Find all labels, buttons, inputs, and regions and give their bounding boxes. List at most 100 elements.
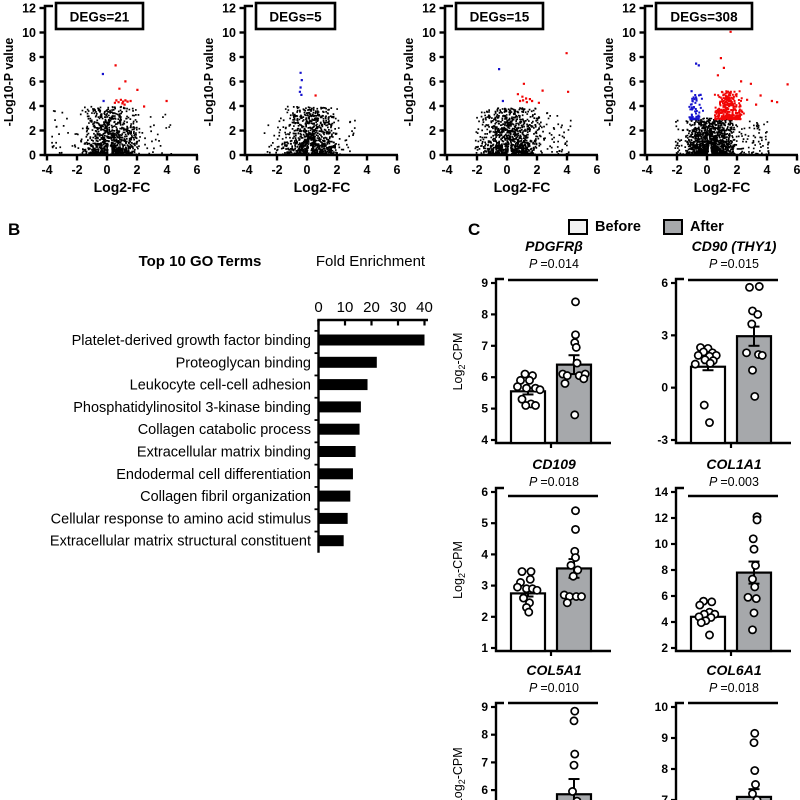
- legend-item-after: After: [662, 219, 724, 235]
- svg-text:9: 9: [661, 731, 668, 745]
- svg-text:8: 8: [481, 728, 488, 742]
- svg-text:Cellular response to amino aci: Cellular response to amino acid stimulus: [51, 511, 311, 527]
- fold-enrichment-header: Fold Enrichment: [315, 253, 426, 270]
- svg-text:10: 10: [655, 537, 669, 551]
- panel-c-label: C: [468, 220, 481, 239]
- svg-text:4: 4: [164, 163, 171, 177]
- svg-text:0: 0: [314, 299, 322, 316]
- svg-text:2: 2: [429, 124, 436, 138]
- svg-text:-2: -2: [71, 163, 82, 177]
- svg-text:6: 6: [229, 75, 236, 89]
- svg-text:6: 6: [29, 75, 36, 89]
- svg-text:0: 0: [504, 163, 511, 177]
- svg-text:6: 6: [794, 163, 800, 177]
- svg-text:14: 14: [655, 485, 669, 499]
- svg-text:12: 12: [422, 2, 436, 16]
- gene-chart-cd90: CD90 (THY1) P =0.015 6 3 0 -3: [628, 238, 800, 458]
- svg-text:9: 9: [481, 700, 488, 714]
- svg-text:2: 2: [481, 610, 488, 624]
- svg-text:2: 2: [334, 163, 341, 177]
- gene-chart-col1a1: COL1A1 P =0.003 14 12 10 8 6 4 2: [628, 455, 800, 665]
- svg-text:4: 4: [629, 100, 636, 114]
- svg-text:6: 6: [394, 163, 400, 177]
- svg-text:6: 6: [629, 75, 636, 89]
- svg-text:0: 0: [304, 163, 311, 177]
- legend-item-before: Before: [568, 219, 641, 235]
- svg-text:10: 10: [422, 26, 436, 40]
- svg-text:3: 3: [481, 579, 488, 593]
- svg-text:2: 2: [661, 641, 668, 655]
- after-swatch: [662, 219, 683, 235]
- svg-text:-4: -4: [241, 163, 252, 177]
- svg-text:8: 8: [661, 563, 668, 577]
- svg-text:CD109: CD109: [532, 456, 576, 472]
- svg-text:4: 4: [481, 547, 488, 561]
- go-term-barchart: 0 10 20 30 40 Platelet-derived growth factor …: [0, 278, 440, 578]
- svg-text:2: 2: [29, 124, 36, 138]
- svg-text:Extracellular matrix binding: Extracellular matrix binding: [137, 445, 311, 461]
- svg-text:PDGFRβ: PDGFRβ: [525, 238, 583, 254]
- svg-text:9: 9: [481, 276, 488, 290]
- svg-text:30: 30: [390, 299, 407, 316]
- svg-text:P =0.018: P =0.018: [529, 475, 579, 489]
- svg-text:1: 1: [481, 641, 488, 655]
- svg-text:10: 10: [337, 299, 354, 316]
- svg-text:6: 6: [429, 75, 436, 89]
- svg-text:10: 10: [655, 700, 669, 714]
- svg-text:4: 4: [481, 433, 488, 447]
- svg-text:7: 7: [661, 793, 668, 800]
- svg-text:0: 0: [661, 381, 668, 395]
- svg-text:Log2-CPM: Log2-CPM: [451, 333, 467, 391]
- gene-chart-cd109: CD109 P =0.018 6 5 4 3 2 1 Log2-CPM: [448, 455, 628, 665]
- svg-text:4: 4: [429, 100, 436, 114]
- svg-text:Extracellular matrix structura: Extracellular matrix structural constitu…: [50, 534, 311, 550]
- svg-text:40: 40: [416, 299, 433, 316]
- svg-text:Collagen catabolic process: Collagen catabolic process: [138, 422, 311, 438]
- volcano-plot-3: 0 2 4 6 8 10 12 -4 -2 0 2 4 6 Log2-FC -Log10-P value DE…: [400, 0, 601, 208]
- svg-text:P =0.018: P =0.018: [709, 681, 759, 695]
- svg-text:Log2-FC: Log2-FC: [294, 179, 351, 195]
- svg-text:Endodermal cell differentiatio: Endodermal cell differentiation: [116, 467, 311, 483]
- svg-text:8: 8: [429, 51, 436, 65]
- svg-text:-2: -2: [271, 163, 282, 177]
- before-after-legend: Before After: [568, 219, 724, 235]
- svg-text:8: 8: [229, 51, 236, 65]
- svg-text:6: 6: [661, 589, 668, 603]
- svg-text:6: 6: [481, 783, 488, 797]
- panel-b-label: B: [8, 220, 21, 239]
- svg-text:0: 0: [104, 163, 111, 177]
- svg-text:5: 5: [481, 402, 488, 416]
- svg-text:Collagen fibril organization: Collagen fibril organization: [140, 489, 311, 505]
- before-swatch: [568, 219, 588, 235]
- svg-text:6: 6: [481, 485, 488, 499]
- svg-text:Log2-FC: Log2-FC: [694, 179, 751, 195]
- svg-text:6: 6: [194, 163, 200, 177]
- svg-text:2: 2: [734, 163, 741, 177]
- svg-text:20: 20: [363, 299, 380, 316]
- legend-label-after: After: [689, 219, 724, 235]
- svg-text:DEGs=15: DEGs=15: [470, 10, 530, 25]
- svg-text:COL5A1: COL5A1: [526, 662, 581, 678]
- svg-text:3: 3: [661, 328, 668, 342]
- svg-text:Log2-CPM: Log2-CPM: [451, 747, 467, 800]
- svg-text:4: 4: [564, 163, 571, 177]
- svg-text:4: 4: [764, 163, 771, 177]
- svg-text:8: 8: [29, 51, 36, 65]
- svg-text:2: 2: [534, 163, 541, 177]
- svg-text:4: 4: [661, 615, 668, 629]
- svg-text:DEGs=21: DEGs=21: [70, 10, 130, 25]
- svg-text:DEGs=308: DEGs=308: [670, 10, 738, 25]
- svg-text:6: 6: [481, 370, 488, 384]
- svg-text:12: 12: [655, 511, 669, 525]
- svg-text:P =0.010: P =0.010: [529, 681, 579, 695]
- svg-text:-2: -2: [471, 163, 482, 177]
- svg-text:-2: -2: [671, 163, 682, 177]
- svg-text:5: 5: [481, 516, 488, 530]
- svg-text:-4: -4: [441, 163, 452, 177]
- svg-text:-Log10-P value: -Log10-P value: [2, 38, 16, 127]
- svg-text:-Log10-P value: -Log10-P value: [602, 38, 616, 127]
- svg-text:8: 8: [661, 762, 668, 776]
- svg-text:Platelet-derived growth factor: Platelet-derived growth factor binding: [72, 333, 311, 349]
